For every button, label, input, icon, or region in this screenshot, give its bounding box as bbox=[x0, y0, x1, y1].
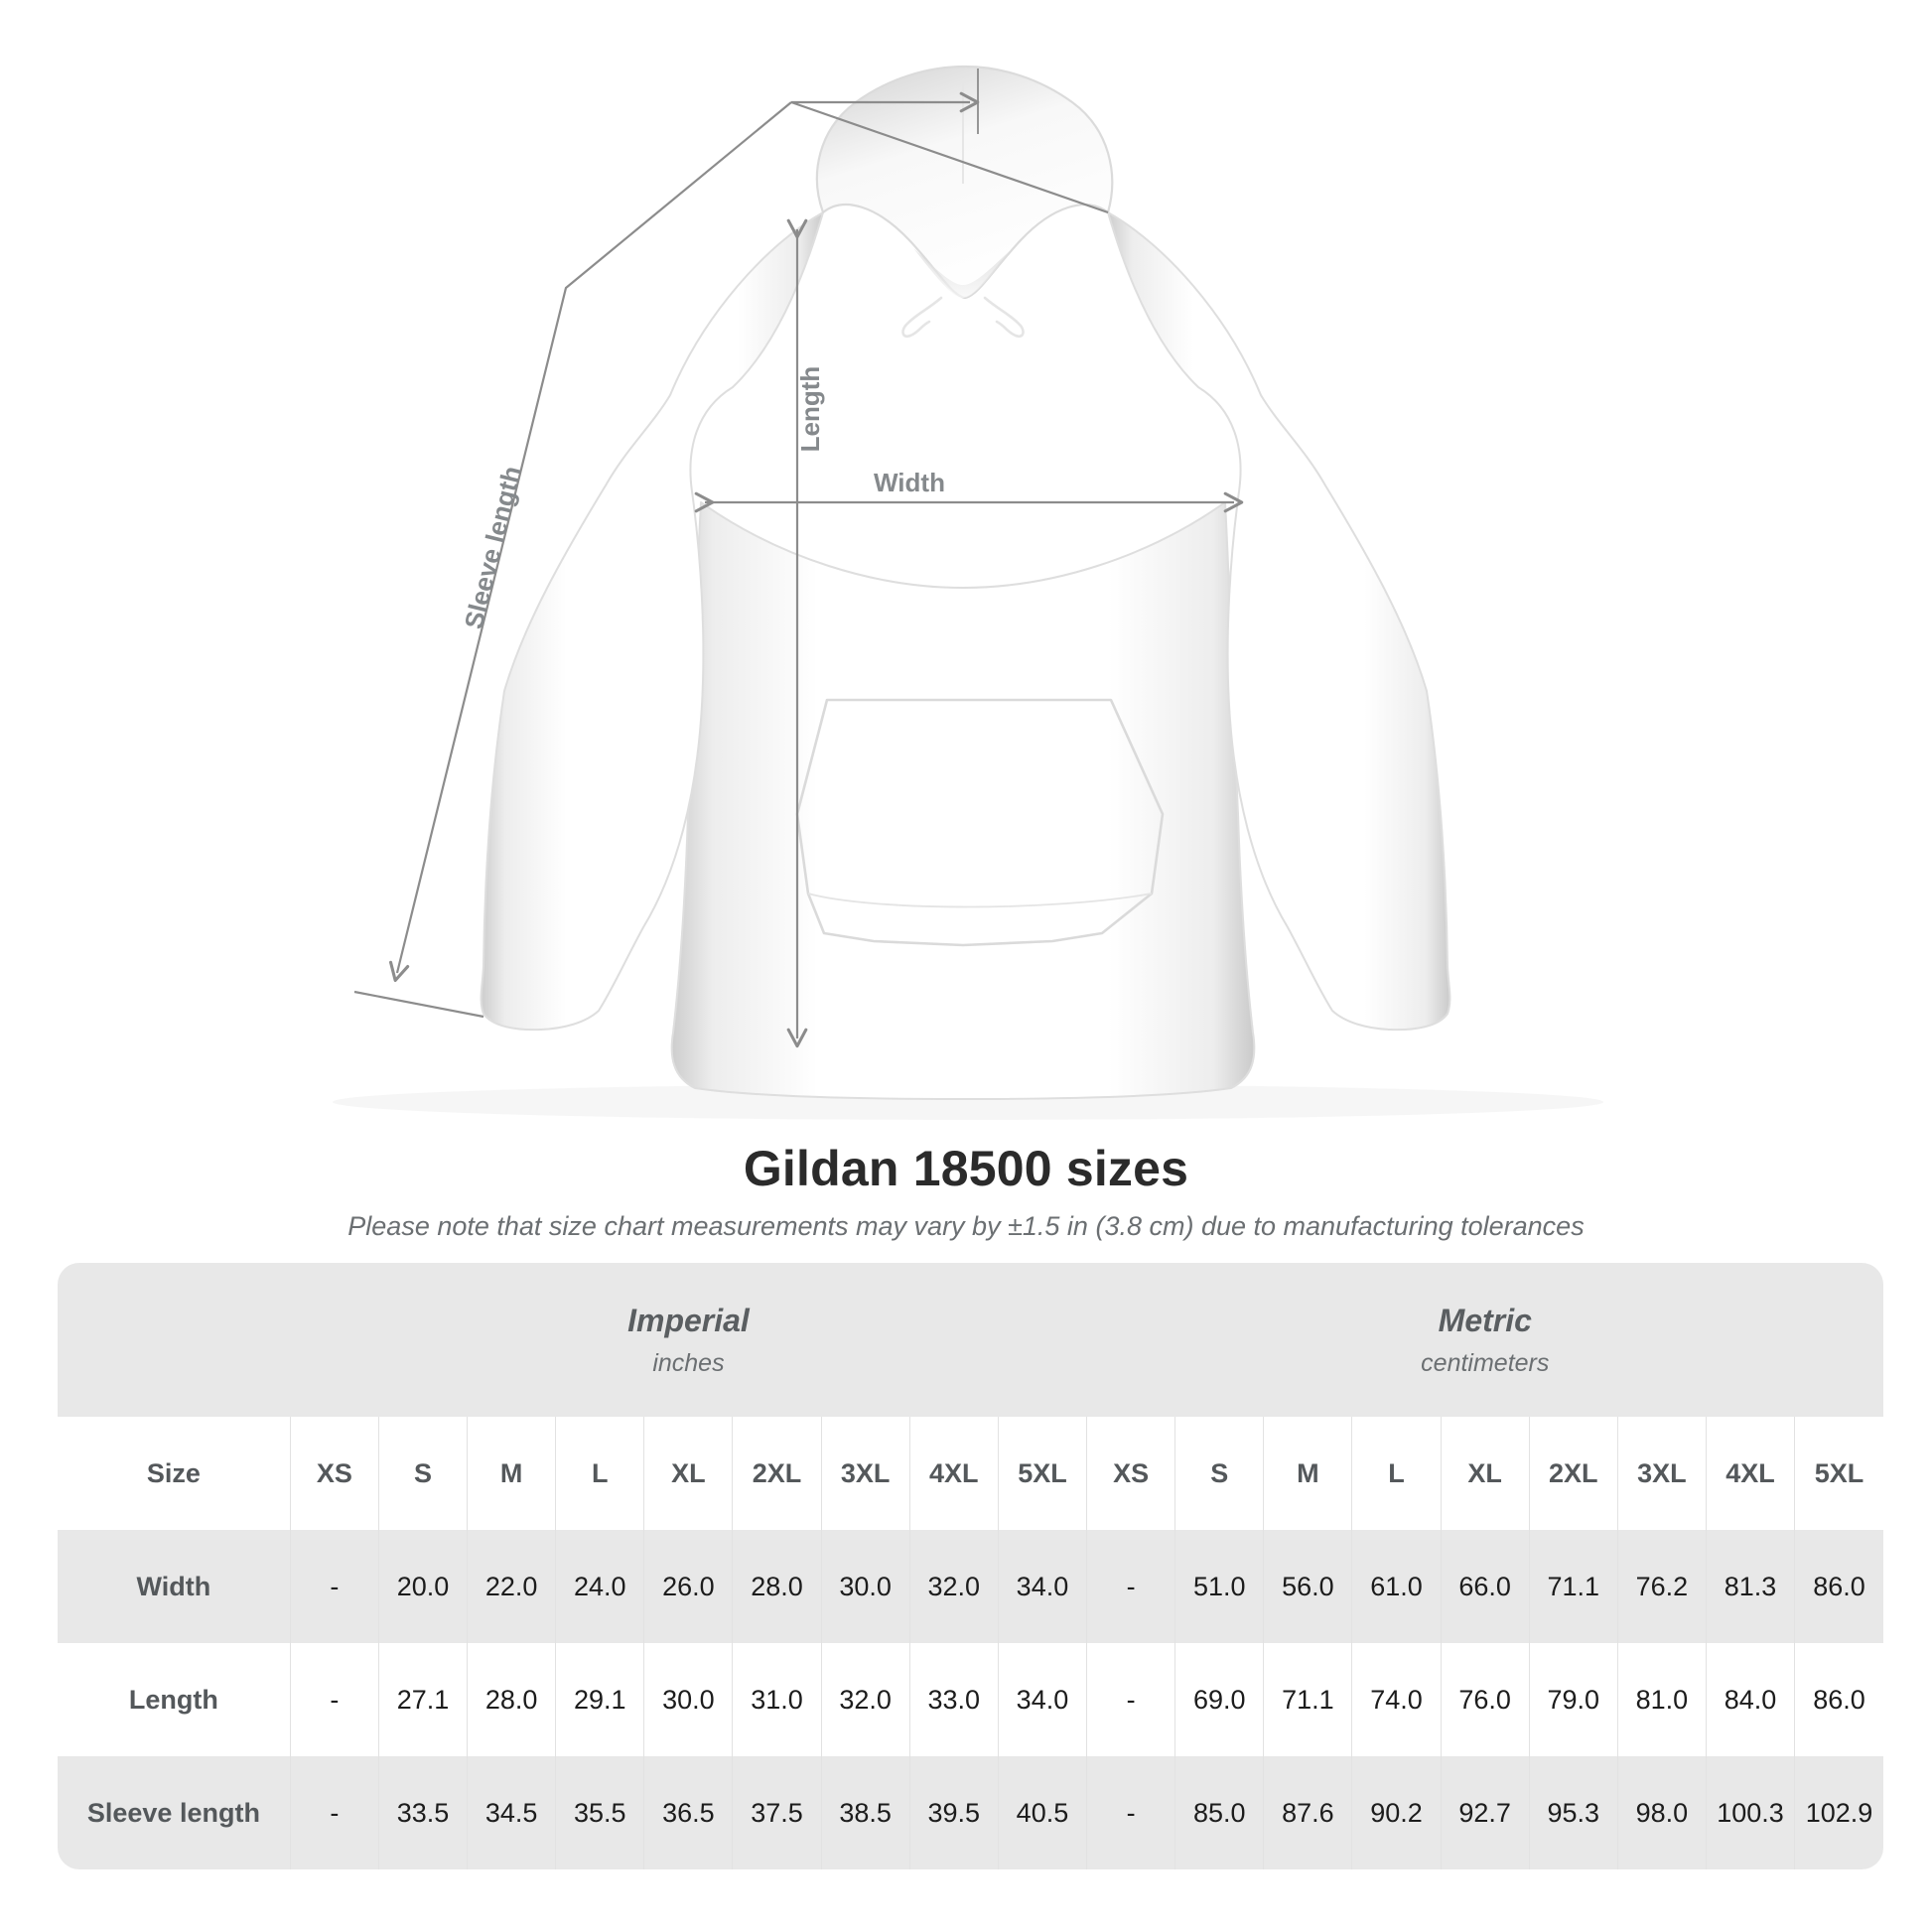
svg-text:Length: Length bbox=[795, 366, 825, 453]
svg-text:Width: Width bbox=[874, 468, 945, 497]
svg-text:Sleeve length: Sleeve length bbox=[459, 463, 527, 631]
